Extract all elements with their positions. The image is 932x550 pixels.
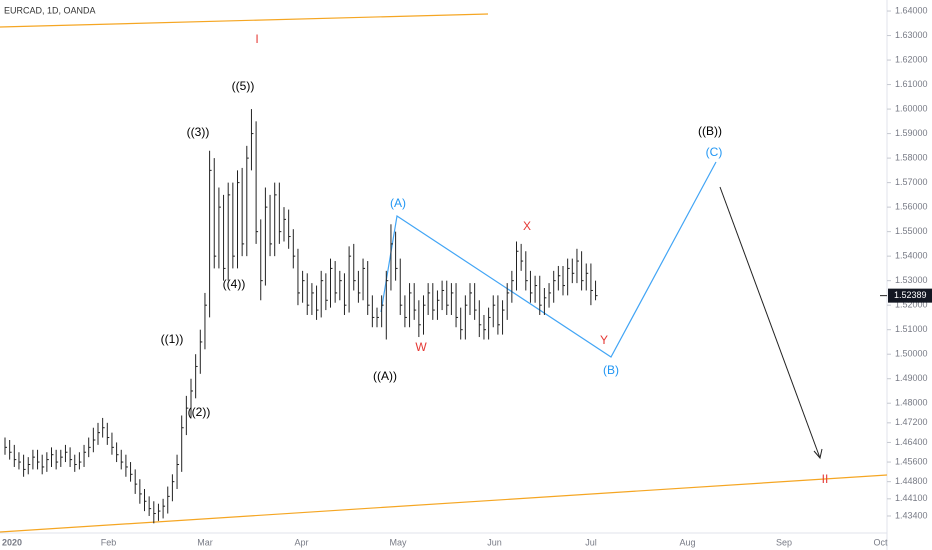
y-tick-label: 1.60000: [895, 103, 928, 113]
y-tick-label: 1.52000: [895, 300, 928, 310]
wave-label: (B): [603, 363, 619, 377]
wave-label: ((3)): [187, 125, 210, 139]
lower-trendline: [0, 474, 888, 533]
y-tick-label: 1.56000: [895, 202, 928, 212]
projection-arrow: [719, 186, 821, 459]
y-tick-label: 1.49000: [895, 373, 928, 383]
wave-label: ((B)): [698, 124, 722, 138]
wave-label: ((A)): [373, 369, 397, 383]
y-tick-label: 1.50000: [895, 349, 928, 359]
y-tick-label: 1.58000: [895, 152, 928, 162]
y-tick-label: 1.64000: [895, 5, 928, 15]
y-tick-label: 1.46400: [895, 437, 928, 447]
y-tick-label: 1.47200: [895, 417, 928, 427]
wave-label: ((4)): [223, 277, 246, 291]
x-tick-label: Apr: [294, 537, 308, 547]
y-tick-label: 1.45600: [895, 456, 928, 466]
wave-projection: [380, 161, 717, 358]
x-tick-label: Mar: [197, 537, 213, 547]
wave-label: Y: [600, 333, 608, 347]
wave-label: ((5)): [232, 79, 255, 93]
wave-label: (A): [390, 196, 406, 210]
y-tick-label: 1.44800: [895, 476, 928, 486]
wave-label: ((2)): [188, 405, 211, 419]
x-tick-label: Sep: [776, 537, 792, 547]
arrow-head: [813, 448, 823, 460]
y-tick-label: 1.63000: [895, 30, 928, 40]
y-tick-label: 1.51000: [895, 324, 928, 334]
y-tick-label: 1.53000: [895, 275, 928, 285]
x-tick-label: Feb: [101, 537, 117, 547]
y-tick-label: 1.44100: [895, 493, 928, 503]
y-tick-label: 1.54000: [895, 251, 928, 261]
last-price-label: 1.52389: [894, 290, 927, 300]
wave-label: II: [822, 472, 829, 486]
chart-title: EURCAD, 1D, OANDA: [4, 5, 96, 15]
y-tick-label: 1.43400: [895, 510, 928, 520]
wave-label: I: [255, 32, 258, 46]
x-tick-label: Jul: [585, 537, 597, 547]
x-tick-label: May: [389, 537, 407, 547]
y-tick-label: 1.62000: [895, 54, 928, 64]
x-tick-label: Aug: [679, 537, 695, 547]
wave-label: ((1)): [161, 332, 184, 346]
x-tick-label: Oct: [873, 537, 888, 547]
upper-trendline: [0, 13, 489, 28]
y-tick-label: 1.48000: [895, 398, 928, 408]
wave-label: W: [415, 340, 427, 354]
y-tick-label: 1.57000: [895, 177, 928, 187]
y-tick-label: 1.59000: [895, 128, 928, 138]
x-tick-label: 2020: [2, 537, 22, 547]
wave-label: (C): [706, 145, 723, 159]
x-tick-label: Jun: [487, 537, 502, 547]
y-tick-label: 1.55000: [895, 226, 928, 236]
last-price-box: [888, 288, 932, 303]
y-tick-label: 1.61000: [895, 79, 928, 89]
wave-label: X: [523, 219, 531, 233]
